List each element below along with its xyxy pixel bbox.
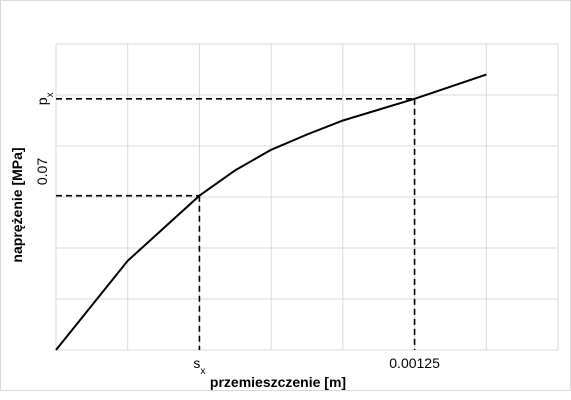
y-tick-label: px: [34, 92, 56, 105]
x-axis-title: przemieszczenie [m]: [210, 374, 346, 390]
x-tick-label: 0.00125: [389, 355, 440, 371]
dashed-reference-lines: [56, 98, 416, 350]
x-tick-label: sx: [193, 355, 205, 377]
chart-border: [0, 0, 571, 391]
y-tick-labels: 0.07 px: [34, 92, 56, 185]
y-tick-label: 0.07: [34, 158, 50, 185]
x-tick-labels: sx 0.00125: [193, 355, 440, 377]
horizontal-gridlines: [56, 94, 558, 300]
series-line: [55, 73, 487, 351]
y-axis-title: naprężenie [MPa]: [9, 147, 25, 262]
